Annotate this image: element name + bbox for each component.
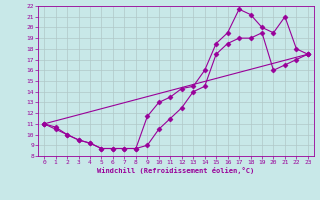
X-axis label: Windchill (Refroidissement éolien,°C): Windchill (Refroidissement éolien,°C) <box>97 167 255 174</box>
